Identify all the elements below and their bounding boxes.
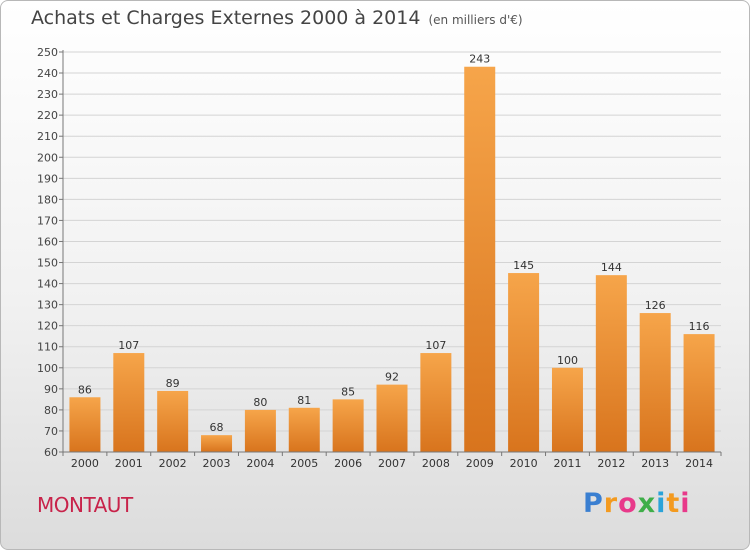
y-tick-label: 220 [37,109,58,122]
data-label: 81 [297,394,311,407]
x-tick-label: 2006 [334,457,362,470]
data-label: 107 [425,339,446,352]
y-tick-label: 100 [37,362,58,375]
y-tick-label: 110 [37,341,58,354]
bar [288,407,320,452]
y-tick-label: 140 [37,278,58,291]
y-tick-label: 240 [37,67,58,80]
data-label: 243 [469,53,490,66]
y-tick-label: 70 [44,425,58,438]
bar [113,353,145,452]
y-axis-ticks: 60 70 80 90 100 110 120 130 140 150 160 170 180 190 20… [37,46,63,459]
logo-letter: t [666,488,681,519]
y-tick-label: 60 [44,446,58,459]
bar [157,390,189,452]
bars: 86 107 89 68 80 81 85 92 107 243 145 100 144 126 116 [69,53,715,452]
x-tick-label: 2003 [203,457,231,470]
y-tick-label: 90 [44,383,58,396]
y-tick-label: 120 [37,320,58,333]
x-tick-label: 2005 [290,457,318,470]
x-tick-label: 2001 [115,457,143,470]
x-tick-label: 2013 [641,457,669,470]
logo-letter: i [680,488,691,519]
x-tick-label: 2009 [466,457,494,470]
data-label: 144 [601,261,622,274]
bar [683,334,715,452]
bar [244,409,276,452]
bar [639,313,671,452]
data-label: 92 [385,371,399,384]
y-tick-label: 200 [37,151,58,164]
bar [376,384,408,452]
bar [332,399,364,452]
logo-letter: r [603,488,619,519]
x-tick-label: 2012 [597,457,625,470]
y-tick-label: 230 [37,88,58,101]
y-tick-label: 160 [37,235,58,248]
logo-letter: P [583,488,604,519]
data-label: 126 [645,299,666,312]
y-tick-label: 180 [37,193,58,206]
x-tick-label: 2008 [422,457,450,470]
data-label: 85 [341,385,355,398]
x-tick-label: 2002 [159,457,187,470]
x-axis-ticks: 2000 2001 2002 2003 2004 2005 2006 2007 2008 2009… [62,452,722,470]
bar [508,273,540,452]
logo-letter: o [618,488,638,519]
data-label: 68 [210,421,224,434]
x-tick-label: 2010 [510,457,538,470]
data-label: 116 [689,320,710,333]
proxiti-logo: Proxiti [583,488,691,519]
y-tick-label: 250 [37,46,58,59]
x-tick-label: 2007 [378,457,406,470]
bar [69,397,101,452]
data-label: 145 [513,259,534,272]
bar [464,66,496,452]
y-tick-label: 210 [37,130,58,143]
y-tick-label: 190 [37,172,58,185]
bar [420,353,452,452]
bar [595,275,627,452]
y-tick-label: 80 [44,404,58,417]
unit-note: (en milliers d'€) [428,13,523,27]
data-label: 107 [118,339,139,352]
bar [551,367,583,452]
title-text: Achats et Charges Externes 2000 à 2014 [31,7,421,29]
data-label: 100 [557,354,578,367]
x-tick-label: 2004 [246,457,274,470]
bar [201,435,233,452]
logo-letter: i [656,488,667,519]
x-tick-label: 2014 [685,457,713,470]
commune-name: MONTAUT [37,493,133,517]
y-tick-label: 170 [37,214,58,227]
data-label: 89 [166,377,180,390]
chart-title: Achats et Charges Externes 2000 à 2014 (e… [31,7,523,29]
logo-letter: x [637,488,657,519]
data-label: 86 [78,383,92,396]
y-tick-label: 130 [37,299,58,312]
y-tick-label: 150 [37,257,58,270]
axes [62,50,721,453]
x-tick-label: 2000 [71,457,99,470]
data-label: 80 [253,396,267,409]
x-tick-label: 2011 [553,457,581,470]
